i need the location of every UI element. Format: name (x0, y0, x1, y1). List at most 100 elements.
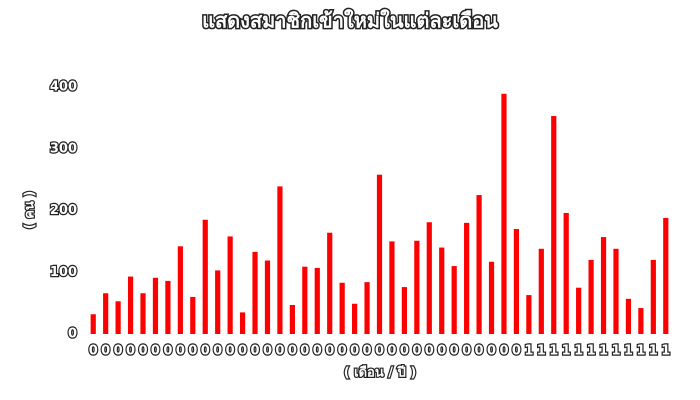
x-tick-label: 1 (599, 344, 608, 359)
bar (551, 116, 557, 335)
x-tick-label: 1 (649, 344, 658, 359)
bar (289, 304, 295, 334)
y-tick-label: 400 (50, 80, 77, 95)
bar (600, 237, 607, 334)
x-tick-label: 0 (226, 344, 235, 359)
bar (152, 277, 159, 334)
bar (613, 248, 619, 334)
bar (339, 282, 345, 334)
x-tick-label: 0 (188, 344, 197, 359)
x-tick-label: 0 (238, 344, 247, 359)
x-tick-label: 0 (201, 344, 210, 359)
x-axis-label: ( เดือน / ปี ) (344, 365, 417, 381)
x-tick-label: 0 (288, 344, 297, 359)
bar (352, 303, 358, 334)
x-tick-label: 0 (462, 344, 471, 359)
y-tick-label: 0 (68, 327, 77, 342)
bar (663, 217, 669, 334)
x-tick-label: 0 (300, 344, 309, 359)
bar (464, 222, 470, 334)
bar (588, 259, 594, 334)
x-tick-label: 1 (562, 344, 571, 359)
bar (277, 186, 283, 334)
bar (376, 174, 383, 334)
y-tick-label: 100 (50, 265, 77, 280)
bar (501, 93, 507, 334)
x-tick-label: 0 (363, 344, 372, 359)
x-tick-label: 1 (636, 344, 645, 359)
chart-title: แสดงสมาชิกเข้าใหม่ในแต่ละเดือน (202, 9, 498, 33)
x-tick-label: 0 (338, 344, 347, 359)
x-tick-label: 0 (387, 344, 396, 359)
x-tick-label: 0 (163, 344, 172, 359)
x-tick-label: 0 (350, 344, 359, 359)
bar (90, 314, 96, 334)
x-tick-label: 0 (475, 344, 484, 359)
bar (165, 280, 171, 334)
bar (650, 259, 656, 334)
bar (439, 247, 445, 334)
x-tick-label: 1 (537, 344, 546, 359)
bar (302, 266, 308, 334)
x-tick-label: 0 (400, 344, 409, 359)
x-tick-label: 0 (213, 344, 222, 359)
bar (252, 251, 258, 334)
bar (127, 276, 134, 334)
bar (364, 282, 370, 334)
x-tick-label: 0 (512, 344, 521, 359)
x-tick-label: 0 (325, 344, 334, 359)
bar (227, 236, 233, 334)
x-tick-label: 0 (114, 344, 123, 359)
x-tick-label: 1 (611, 344, 620, 359)
bar (389, 241, 395, 334)
bar (451, 266, 457, 334)
x-tick-label: 0 (487, 344, 496, 359)
x-tick-label: 0 (251, 344, 260, 359)
bar (563, 212, 569, 334)
x-tick-label: 0 (450, 344, 459, 359)
bar (538, 248, 544, 334)
x-tick-label: 0 (176, 344, 185, 359)
bar (202, 219, 208, 334)
x-tick-label: 1 (549, 344, 558, 359)
x-tick-label: 0 (275, 344, 284, 359)
x-tick-label: 1 (524, 344, 533, 359)
x-tick-label: 0 (437, 344, 446, 359)
bar (239, 312, 246, 334)
bar (264, 260, 271, 334)
bar (576, 287, 582, 334)
x-tick-label: 0 (89, 344, 98, 359)
bar (526, 295, 532, 334)
bar (401, 287, 407, 334)
bar (140, 293, 146, 334)
x-tick-label: 0 (499, 344, 508, 359)
x-tick-label: 0 (126, 344, 135, 359)
y-tick-label: 300 (50, 141, 77, 156)
bar (314, 267, 320, 334)
bar (625, 298, 632, 334)
bar (488, 261, 495, 334)
bar (327, 232, 333, 334)
x-tick-label: 0 (138, 344, 147, 359)
bar (177, 246, 183, 334)
x-tick-label: 1 (661, 344, 670, 359)
bar (115, 301, 121, 334)
y-axis-label: ( คน ) (23, 191, 38, 230)
x-tick-label: 1 (574, 344, 583, 359)
x-tick-label: 1 (587, 344, 596, 359)
bar (103, 293, 109, 334)
bar (513, 229, 520, 334)
bar (426, 222, 432, 334)
x-tick-label: 0 (151, 344, 160, 359)
x-tick-label: 0 (263, 344, 272, 359)
bar (414, 240, 420, 334)
bar (638, 308, 644, 334)
x-tick-label: 0 (425, 344, 434, 359)
x-tick-label: 0 (101, 344, 110, 359)
x-tick-label: 0 (375, 344, 384, 359)
bar (190, 296, 196, 334)
x-tick-label: 0 (412, 344, 421, 359)
x-tick-label: 0 (313, 344, 322, 359)
